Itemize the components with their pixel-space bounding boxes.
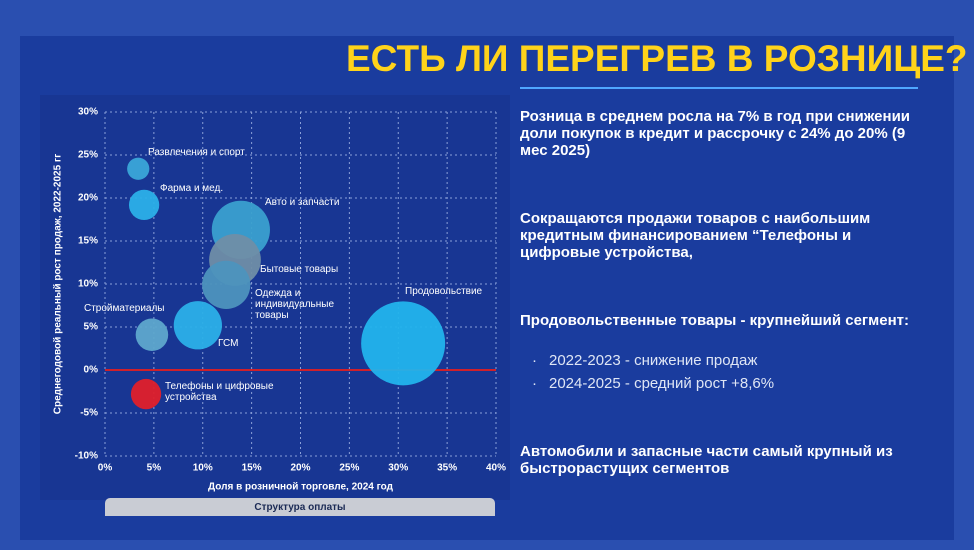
bubble [361, 301, 446, 386]
paragraph: Автомобили и запасные части самый крупны… [520, 443, 893, 477]
tab: Структура оплаты [105, 498, 495, 516]
y-tick-label: 30% [78, 107, 98, 118]
bubble [173, 301, 222, 350]
x-tick-label: 30% [388, 463, 408, 474]
y-tick-label: 0% [84, 365, 99, 376]
y-tick-label: 5% [84, 322, 99, 333]
paragraph: Продовольственные товары - крупнейший се… [520, 312, 910, 329]
x-tick-label: 5% [147, 463, 162, 474]
y-tick-label: 25% [78, 150, 98, 161]
x-tick-label: 25% [339, 463, 359, 474]
paragraph: Сокращаются продажи товаров с наибольшим… [520, 210, 871, 261]
bubble [202, 260, 251, 309]
bubble-label: Авто и запчасти [265, 197, 340, 208]
x-tick-label: 40% [486, 463, 506, 474]
x-tick-label: 35% [437, 463, 457, 474]
bubble-label: Продовольствие [405, 286, 483, 297]
x-tick-label: 10% [193, 463, 213, 474]
y-tick-label: -10% [75, 451, 98, 462]
slide-title: ЕСТЬ ЛИ ПЕРЕГРЕВ В РОЗНИЦЕ? [346, 38, 968, 79]
bubble-label: ГСМ [218, 338, 239, 349]
bullet: 2022-2023 - снижение продаж [532, 352, 757, 369]
bubble-label: Фарма и мед. [160, 183, 224, 194]
bubble-label: Одежда и индивидуальные товары [255, 288, 335, 321]
bubble [128, 189, 160, 221]
x-tick-label: 15% [242, 463, 262, 474]
bubble-label: Бытовые товары [260, 264, 339, 275]
y-tick-label: 15% [78, 236, 98, 247]
bullet: 2024-2025 - средний рост +8,6% [532, 375, 774, 392]
y-tick-label: 20% [78, 193, 98, 204]
bubble [130, 378, 162, 410]
bubble-label: Телефоны и цифровые устройства [165, 381, 274, 403]
bubble [135, 318, 169, 352]
y-tick-label: 10% [78, 279, 98, 290]
y-axis-title: Среднегодовой реальный рост продаж, 2022… [53, 154, 64, 415]
bubble [127, 157, 150, 180]
bubble-label: Стройматериалы [84, 303, 165, 314]
bubble-label: Развлечения и спорт [148, 147, 245, 158]
chart-panel [40, 95, 510, 500]
x-axis-title: Доля в розничной торговле, 2024 год [208, 482, 394, 493]
x-tick-label: 20% [290, 463, 310, 474]
y-tick-label: -5% [80, 408, 98, 419]
paragraph: Розница в среднем росла на 7% в год при … [520, 108, 911, 159]
x-tick-label: 0% [98, 463, 113, 474]
